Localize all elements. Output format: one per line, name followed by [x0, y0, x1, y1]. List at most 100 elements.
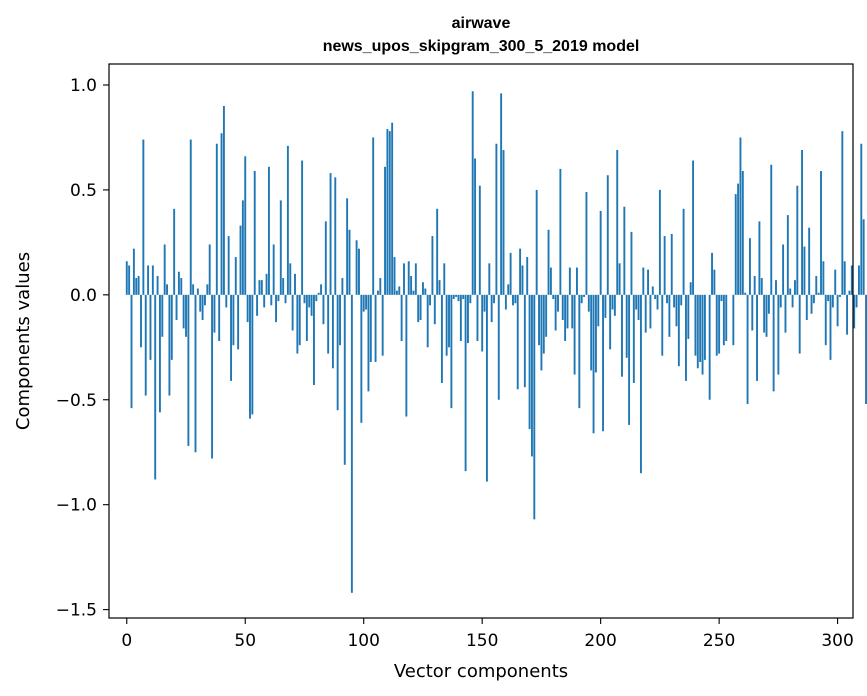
- bar: [613, 294, 616, 316]
- bar: [860, 143, 863, 295]
- bar: [429, 294, 432, 306]
- bar: [400, 294, 403, 341]
- bar: [519, 248, 522, 295]
- bar: [372, 137, 375, 295]
- bar: [848, 290, 851, 295]
- bar: [151, 265, 154, 295]
- bar: [182, 294, 185, 329]
- bar: [746, 294, 749, 404]
- y-tick-label: −1.0: [56, 496, 97, 516]
- bar: [137, 275, 140, 295]
- bar: [739, 137, 742, 295]
- bar: [173, 208, 176, 295]
- bar: [265, 273, 268, 295]
- bar: [279, 200, 282, 295]
- y-axis-ticks: −1.5 −1.0 −0.5 0.0 0.5 1.0: [56, 76, 109, 621]
- x-tick-label: 150: [466, 631, 498, 651]
- bar: [230, 294, 232, 381]
- bar: [346, 198, 349, 295]
- bar: [599, 210, 602, 295]
- bar: [812, 294, 815, 304]
- bar: [464, 294, 467, 472]
- bar: [784, 294, 787, 333]
- bar: [267, 166, 270, 295]
- bar: [616, 150, 619, 295]
- bar: [865, 294, 867, 404]
- bar: [514, 294, 517, 304]
- bar: [530, 294, 533, 457]
- bar: [521, 265, 524, 295]
- bar: [701, 294, 704, 375]
- bar: [810, 294, 813, 314]
- bar: [855, 294, 858, 308]
- bar: [692, 160, 695, 295]
- bar: [583, 294, 586, 297]
- bar: [358, 248, 360, 295]
- bar: [395, 290, 398, 295]
- bar: [426, 294, 429, 348]
- bar: [414, 263, 417, 295]
- bar: [597, 294, 600, 327]
- bar: [673, 294, 676, 308]
- bar: [625, 294, 628, 358]
- bar: [547, 229, 550, 295]
- bar: [670, 233, 673, 295]
- bar: [381, 294, 384, 356]
- bar: [658, 189, 661, 295]
- bar: [715, 294, 718, 356]
- bar: [192, 284, 195, 295]
- bar: [317, 292, 320, 295]
- bar: [241, 200, 244, 295]
- bar: [294, 273, 296, 295]
- bar: [621, 294, 623, 377]
- bar: [277, 294, 280, 302]
- bar: [694, 294, 697, 356]
- bar: [732, 294, 735, 346]
- plot-area-frame: [108, 63, 854, 619]
- y-tick-label: 0.5: [70, 181, 97, 201]
- y-tick-label: −0.5: [56, 391, 97, 411]
- bar: [841, 131, 844, 295]
- bar: [424, 288, 427, 295]
- x-tick-label: 300: [821, 631, 853, 651]
- bar: [476, 294, 479, 341]
- bar: [450, 294, 453, 409]
- bar: [161, 294, 164, 337]
- bar: [483, 294, 486, 312]
- bar: [128, 265, 131, 295]
- bar: [246, 294, 249, 323]
- bar: [218, 294, 221, 341]
- chart-title-line-1: airwave: [452, 15, 511, 32]
- bar: [829, 294, 832, 360]
- bar: [187, 294, 190, 446]
- bar: [222, 105, 225, 295]
- bar: [329, 173, 332, 295]
- bar: [419, 294, 422, 321]
- bar: [836, 294, 839, 327]
- bar: [791, 294, 794, 308]
- bar: [298, 294, 301, 346]
- bar: [175, 294, 178, 321]
- bar: [571, 294, 574, 329]
- bar: [410, 275, 413, 295]
- bar: [561, 294, 564, 321]
- bar: [820, 171, 822, 295]
- bar: [618, 263, 621, 295]
- bar: [767, 294, 770, 314]
- bar: [545, 294, 548, 337]
- bar: [741, 171, 744, 295]
- bar: [308, 294, 311, 308]
- bar: [201, 294, 204, 321]
- bar: [405, 294, 408, 417]
- bar: [611, 294, 614, 310]
- bar: [440, 294, 443, 383]
- bar: [794, 280, 796, 295]
- bar: [666, 294, 668, 304]
- bar: [637, 294, 640, 321]
- bar: [275, 294, 277, 323]
- bar: [291, 294, 294, 331]
- bar: [142, 139, 145, 295]
- bar: [393, 257, 396, 295]
- bar: [286, 145, 289, 295]
- x-axis-ticks: 0 50 100 150 200 250 300: [121, 618, 854, 651]
